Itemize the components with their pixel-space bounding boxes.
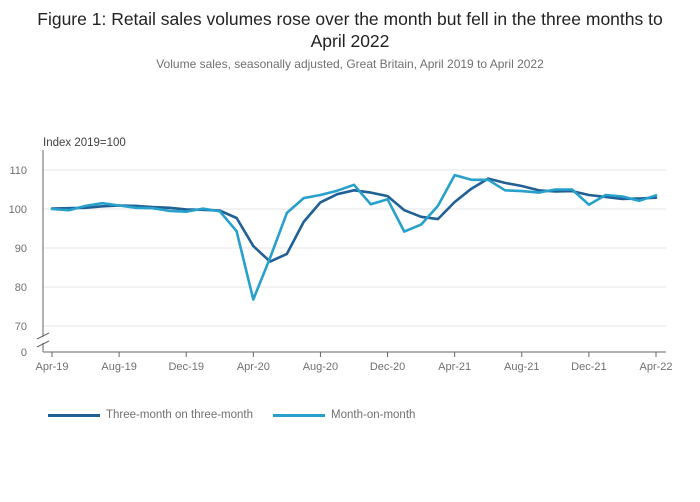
chart-legend: Three-month on three-month Month-on-mont… <box>48 409 435 421</box>
series-line-three-month <box>50 177 658 263</box>
x-tick-label: Aug-19 <box>101 361 136 373</box>
x-tick-label: Apr-20 <box>237 361 270 373</box>
axes <box>36 150 666 357</box>
y-tick-label: 100 <box>9 204 27 216</box>
axis-break-mark <box>36 332 50 340</box>
series-line-month-on-month <box>50 173 658 301</box>
y-axis-label: Index 2019=100 <box>43 137 126 149</box>
y-tick-label: 110 <box>9 165 27 177</box>
x-tick-label: Apr-19 <box>35 361 68 373</box>
x-tick-label: Apr-22 <box>639 361 672 373</box>
y-tick-label: 80 <box>15 282 27 294</box>
x-tick-label: Aug-21 <box>504 361 539 373</box>
y-tick-label: 70 <box>15 321 27 333</box>
x-tick-label: Apr-21 <box>438 361 471 373</box>
x-tick-label: Aug-20 <box>303 361 338 373</box>
legend-item-month-on-month: Month-on-month <box>273 409 415 421</box>
chart-title: Figure 1: Retail sales volumes rose over… <box>37 9 663 51</box>
y-tick-label: 90 <box>15 243 27 255</box>
chart-subtitle: Volume sales, seasonally adjusted, Great… <box>156 57 544 71</box>
axis-break-mark <box>36 340 50 348</box>
x-tick-label: Dec-21 <box>571 361 606 373</box>
series-lines <box>50 173 658 301</box>
legend-item-three-month: Three-month on three-month <box>48 409 253 421</box>
x-tick-label: Dec-20 <box>370 361 405 373</box>
legend-swatch-three-month <box>48 413 100 417</box>
x-tick-label: Dec-19 <box>168 361 203 373</box>
gridlines <box>43 169 666 327</box>
legend-label-three-month: Three-month on three-month <box>106 409 254 421</box>
legend-label-month-on-month: Month-on-month <box>331 409 416 421</box>
legend-swatch-month-on-month <box>273 413 326 417</box>
axis-labels: 0 70 80 90 100 110 Apr-19 Aug-19 Dec-19 Apr-20 Aug… <box>9 137 673 373</box>
y-tick-label: 0 <box>21 347 27 359</box>
